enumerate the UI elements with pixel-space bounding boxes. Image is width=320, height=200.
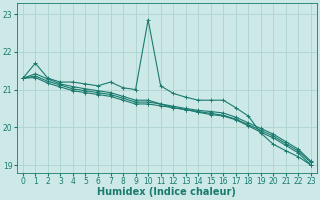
X-axis label: Humidex (Indice chaleur): Humidex (Indice chaleur) bbox=[98, 187, 236, 197]
